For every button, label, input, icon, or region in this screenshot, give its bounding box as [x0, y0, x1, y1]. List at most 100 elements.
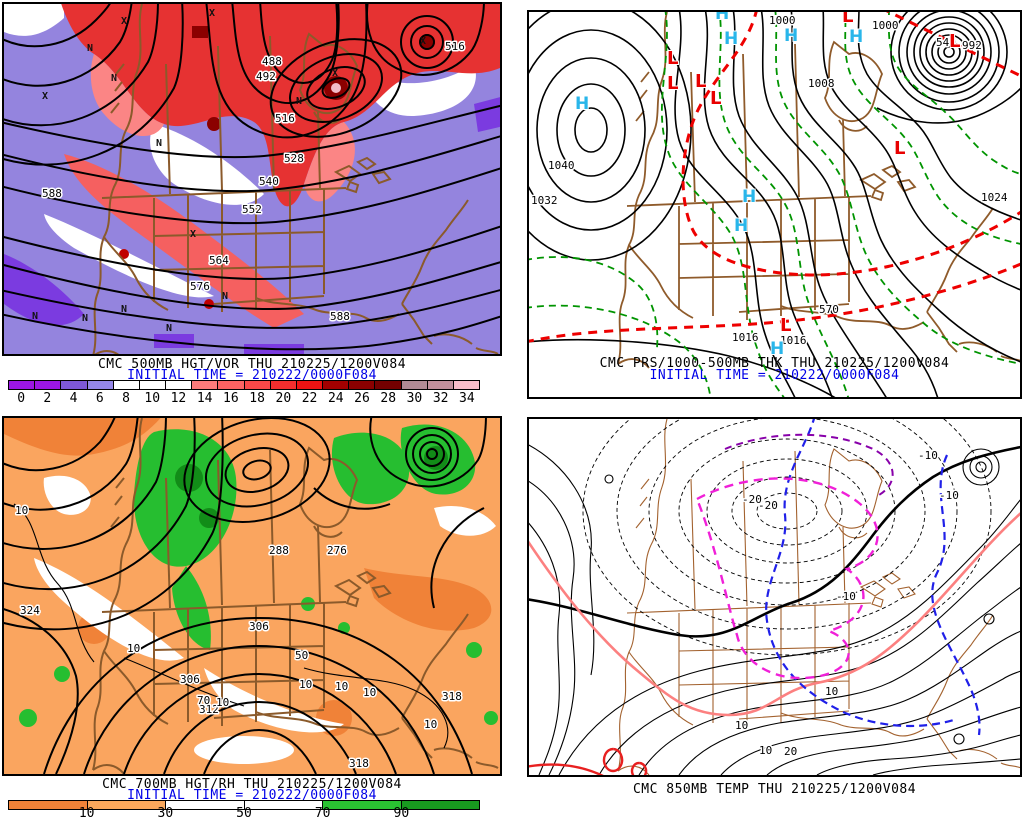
labels-700mb: 324 306 306 312 318 318 276 288 10 10 10 10 10 10 10 50…: [14, 503, 464, 772]
colorbar-segment: [244, 381, 271, 389]
high-pressure-marker: H: [770, 339, 784, 359]
contour-label: 1024: [981, 191, 1008, 204]
colorbar-vorticity-ticks: 0 2 4 6 8 10 12 14 16 18 20 22 24 26 28 30 32 34: [8, 391, 480, 406]
colorbar-segment: [323, 801, 402, 809]
colorbar-tick-label: 70: [314, 806, 331, 821]
colorbar-tick-label: 30: [157, 806, 174, 821]
mslp-contours: [529, 12, 1020, 397]
temp-contours-dashed-cold: [582, 419, 1000, 656]
colorbar-tick-label: 50: [236, 806, 252, 821]
labels-850mb: -10 -10 -10 -20-20 10 10 10 20: [734, 448, 961, 760]
colorbar-segment: [87, 801, 166, 809]
contour-label: 1008: [808, 77, 835, 90]
minus10-line-east: [931, 454, 981, 736]
contour-label: 10: [299, 678, 312, 691]
colorbar-segment: [87, 381, 114, 389]
colorbar-tick-label: 8: [122, 391, 130, 406]
critical-thickness-red: [529, 12, 1020, 343]
colorbar-segment: [35, 381, 62, 389]
colorbar-segment: [166, 801, 245, 809]
colorbar-tick-label: 32: [432, 391, 449, 406]
contour-label: 10: [759, 744, 772, 757]
initial-time-700mb: INITIAL TIME = 210222/0000F084: [127, 788, 377, 803]
height-contours-700mb: [4, 418, 487, 774]
colorbar-vorticity: [8, 380, 480, 390]
map-mslp-svg: 1040 1032 1024 1016 1016 1008 1000 1000 992 540 57…: [529, 12, 1020, 397]
colorbar-segment: [349, 381, 376, 389]
colorbar-segment: [401, 801, 479, 809]
vort-min-marker: N: [111, 73, 117, 84]
vort-min-marker: N: [87, 43, 93, 54]
contour-label: 492: [256, 70, 276, 83]
contour-label: 50: [295, 649, 308, 662]
colorbar-segment: [427, 381, 454, 389]
caption-850mb: CMC 850MB TEMP THU 210225/1200V084: [632, 782, 917, 797]
vort-max-marker: X: [121, 16, 127, 27]
high-pressure-marker: H: [715, 12, 729, 24]
contour-label: 552: [242, 203, 262, 216]
minus10-line: [765, 419, 958, 728]
colorbar-tick-label: 16: [223, 391, 239, 406]
colorbar-segment: [270, 381, 297, 389]
colorbar-segment: [9, 801, 88, 809]
colorbar-segment: [323, 381, 350, 389]
height-contours-500mb: [4, 4, 500, 351]
contour-label: 318: [349, 757, 369, 770]
contour-label: 1000: [872, 19, 899, 32]
vort-max-marker: X: [42, 91, 48, 102]
colorbar-tick-label: 26: [354, 391, 370, 406]
contour-label: 10: [335, 680, 348, 693]
contour-label: 540: [936, 36, 956, 49]
vort-min-marker: N: [32, 311, 38, 322]
colorbar-segment: [375, 381, 402, 389]
low-pressure-marker: L: [695, 71, 706, 92]
map-700mb-height-rh: 324 306 306 312 318 318 276 288 10 10 10 10 10 10 10 50…: [2, 416, 502, 776]
colorbar-tick-label: 4: [69, 391, 78, 406]
contour-label: 10: [825, 685, 838, 698]
map-850mb-temp: -10 -10 -10 -20 -20 10 10 10 20: [527, 417, 1022, 777]
colorbar-segment: [453, 381, 480, 389]
contour-label: 10: [15, 504, 28, 517]
low-pressure-marker: L: [710, 88, 721, 109]
colorbar-tick-label: 34: [459, 391, 475, 406]
contour-label: 588: [330, 310, 350, 323]
contour-label: 306: [180, 673, 200, 686]
contour-label: 570: [819, 303, 839, 316]
contour-label: 10: [127, 642, 140, 655]
colorbar-rh-ticks: 10 30 50 70 90: [8, 806, 480, 821]
vort-max-marker: X: [420, 36, 426, 47]
contour-label: 564: [209, 254, 229, 267]
contour-label: 70: [197, 694, 210, 707]
colorbar-segment: [401, 381, 428, 389]
contour-label: 1016: [732, 331, 759, 344]
colorbar-tick-label: 0: [17, 391, 26, 406]
colorbar-segment: [244, 801, 323, 809]
colorbar-tick-label: 14: [196, 391, 213, 406]
vort-min-marker: N: [296, 96, 302, 107]
colorbar-tick-label: 24: [327, 391, 344, 406]
high-pressure-marker: H: [849, 27, 863, 47]
vort-min-marker: N: [166, 323, 172, 334]
map-500mb-height-vorticity: 516 488 492 516 528 540 552 564 576 588 588 X X X X X X N…: [2, 2, 502, 356]
map-500mb-svg: 516 488 492 516 528 540 552 564 576 588 588 X X X X X X N…: [4, 4, 500, 354]
colorbar-tick-label: 20: [275, 391, 292, 406]
contour-label: 488: [262, 55, 282, 68]
contour-label: 540: [259, 175, 279, 188]
colorbar-segment: [166, 381, 193, 389]
caption-700mb: CMC 700MB HGT/RH THU 210225/1200V084: [102, 777, 402, 792]
contour-label: 1032: [531, 194, 558, 207]
contour-label: 312: [199, 703, 219, 716]
contour-label: 516: [445, 40, 465, 53]
colorbar-tick-label: 2: [43, 391, 52, 406]
contour-label: 10: [216, 696, 229, 709]
high-pressure-marker: H: [784, 26, 798, 46]
vort-max-marker: X: [190, 229, 196, 240]
colorbar-segment: [139, 381, 167, 389]
colorbar-tick-label: 10: [78, 806, 95, 821]
map-700mb-svg: 324 306 306 312 318 318 276 288 10 10 10 10 10 10 10 50…: [4, 418, 500, 774]
vorticity-red-field: [61, 4, 500, 207]
plus20-line: [529, 747, 648, 775]
contour-label: 1016: [780, 334, 807, 347]
contour-label: -10: [918, 449, 938, 462]
